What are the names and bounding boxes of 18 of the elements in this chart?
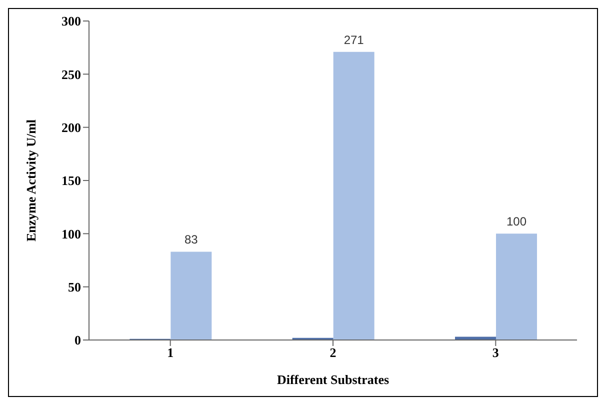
- x-tick-label: 2: [330, 345, 336, 360]
- y-tick-label: 50: [68, 279, 81, 294]
- y-tick-label: 150: [62, 173, 81, 188]
- y-tick-label: 200: [62, 120, 81, 135]
- bar: [496, 234, 537, 340]
- y-tick-label: 300: [62, 14, 81, 29]
- x-axis-title: Different Substrates: [276, 372, 390, 387]
- data-label: 83: [184, 232, 198, 247]
- y-axis-title: Enzyme Activity U/ml: [24, 119, 39, 242]
- y-tick-label: 250: [62, 66, 81, 82]
- y-tick-label: 100: [62, 226, 81, 242]
- bar: [333, 52, 374, 340]
- x-tick-label: 3: [492, 345, 500, 360]
- y-tick-label: 0: [74, 332, 81, 348]
- bar: [170, 252, 212, 340]
- x-tick-label: 1: [167, 345, 174, 360]
- data-label: 271: [344, 32, 364, 47]
- data-label: 100: [506, 214, 527, 229]
